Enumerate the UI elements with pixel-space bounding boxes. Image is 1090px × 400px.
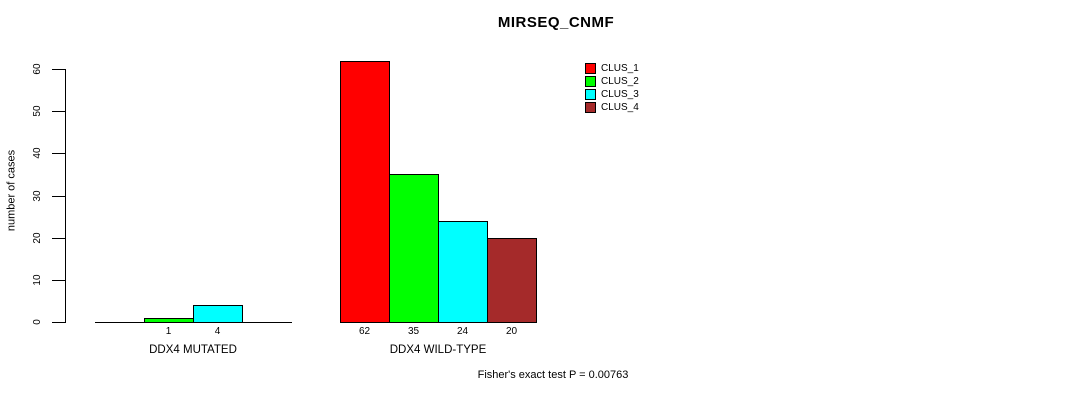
legend-item-label: CLUS_1 [601, 63, 639, 74]
group-label: DDX4 MUTATED [149, 344, 237, 356]
legend-item: CLUS_2 [585, 75, 639, 88]
y-tick-label: 50 [32, 105, 43, 117]
bar [144, 318, 194, 323]
y-tick-label: 0 [32, 319, 43, 325]
y-axis-label: number of cases [5, 149, 18, 232]
y-axis-line [65, 69, 66, 323]
bar [487, 238, 537, 323]
legend-item-label: CLUS_4 [601, 102, 639, 113]
group-label: DDX4 WILD-TYPE [389, 344, 487, 356]
legend-swatch [585, 102, 596, 113]
chart-title: MIRSEQ_CNMF [497, 14, 615, 31]
legend-item: CLUS_3 [585, 88, 639, 101]
legend-swatch [585, 76, 596, 87]
bar [438, 221, 488, 323]
legend-swatch [585, 63, 596, 74]
y-tick [52, 69, 65, 70]
y-tick-label: 30 [32, 190, 43, 202]
y-tick [52, 322, 65, 323]
y-tick-label: 20 [32, 232, 43, 244]
y-tick-label: 10 [32, 274, 43, 286]
y-tick [52, 153, 65, 154]
stat-annotation: Fisher's exact test P = 0.00763 [477, 369, 629, 381]
bar-value-label: 24 [456, 326, 469, 337]
y-tick [52, 280, 65, 281]
legend-item: CLUS_4 [585, 101, 639, 114]
legend-item-label: CLUS_2 [601, 76, 639, 87]
bar-value-label: 1 [165, 326, 172, 337]
bar [193, 305, 243, 323]
y-tick-label: 60 [32, 63, 43, 75]
bar-value-label: 35 [407, 326, 420, 337]
legend-item-label: CLUS_3 [601, 89, 639, 100]
bar-value-label: 20 [505, 326, 518, 337]
bar-value-label: 4 [214, 326, 221, 337]
legend-swatch [585, 89, 596, 100]
y-tick-label: 40 [32, 147, 43, 159]
bar [340, 61, 390, 323]
bar-value-label: 62 [358, 326, 371, 337]
legend-item: CLUS_1 [585, 62, 639, 75]
y-tick [52, 238, 65, 239]
legend: CLUS_1 CLUS_2 CLUS_3 CLUS_4 [585, 62, 639, 114]
y-tick [52, 196, 65, 197]
bar [389, 174, 439, 323]
y-tick [52, 111, 65, 112]
